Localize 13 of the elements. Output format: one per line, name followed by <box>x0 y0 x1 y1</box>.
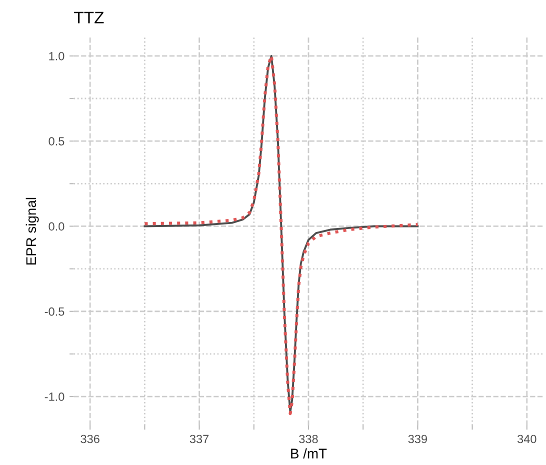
y-tick-label: 1.0 <box>49 52 64 60</box>
y-tick-label: -0.5 <box>44 307 64 316</box>
y-tick-label: 0.0 <box>48 222 64 231</box>
y-axis-title: EPR signal <box>26 198 39 265</box>
x-tick-label: 338 <box>299 434 318 444</box>
x-tick-label: 337 <box>190 434 209 444</box>
x-tick-label: 336 <box>80 434 100 444</box>
x-tick-label: 339 <box>408 434 427 444</box>
chart-title: TTZ <box>74 12 104 24</box>
x-tick-label: 340 <box>517 434 536 444</box>
y-tick-label: -1.0 <box>44 392 64 401</box>
x-axis-title: B /mT <box>291 448 327 458</box>
y-tick-label: 0.5 <box>48 137 64 146</box>
